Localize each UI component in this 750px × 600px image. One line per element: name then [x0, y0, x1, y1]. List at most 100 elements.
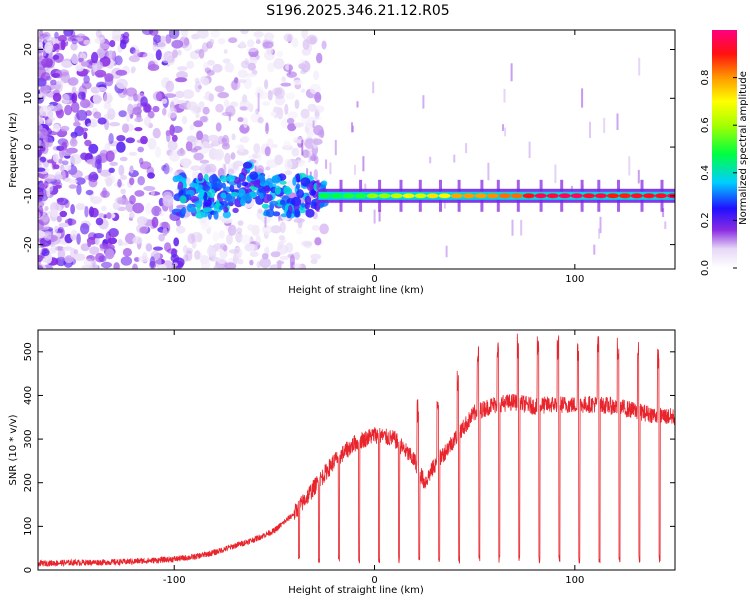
noise-blob: [47, 159, 55, 164]
band-blob: [208, 188, 216, 199]
carrier-segment: [342, 193, 355, 199]
noise-blob: [71, 53, 79, 65]
band-blob: [283, 186, 291, 195]
noise-blob: [58, 158, 63, 164]
noise-blob: [284, 159, 293, 171]
noise-blob: [73, 121, 81, 127]
noise-blob: [206, 245, 216, 257]
carrier-segment: [402, 193, 415, 199]
noise-blob: [129, 212, 135, 219]
noise-blob: [61, 170, 66, 181]
band-blob: [301, 202, 306, 208]
noise-blob: [38, 190, 43, 199]
noise-blob: [176, 71, 188, 80]
periodic-spike: [316, 179, 320, 212]
noise-blob: [240, 30, 249, 35]
band-blob: [181, 206, 187, 215]
noise-blob: [52, 181, 63, 188]
noise-blob: [286, 117, 295, 125]
noise-blob: [70, 43, 78, 51]
noise-blob: [95, 252, 105, 263]
colorbar-gradient: [712, 30, 737, 268]
noise-blob: [141, 30, 154, 36]
figure-title: S196.2025.346.21.12.R05: [266, 3, 449, 19]
noise-blob: [206, 227, 211, 235]
band-blob: [239, 174, 244, 180]
noise-blob: [257, 150, 262, 163]
streak-mark: [616, 113, 619, 130]
y-tick-label: 20: [23, 43, 34, 56]
streak-mark: [364, 183, 367, 191]
noise-blob: [262, 224, 272, 235]
noise-blob: [94, 236, 100, 246]
noise-blob: [315, 105, 325, 113]
noise-blob: [153, 246, 163, 251]
noise-blob: [194, 81, 202, 93]
carrier-segment: [534, 193, 547, 199]
noise-blob: [38, 42, 44, 48]
noise-blob: [73, 249, 79, 255]
noise-blob: [221, 111, 233, 117]
noise-blob: [115, 69, 128, 76]
carrier-segment: [594, 193, 607, 199]
streak-mark: [266, 122, 268, 131]
noise-blob: [139, 157, 144, 165]
band-blob: [189, 182, 199, 188]
noise-blob: [39, 147, 46, 152]
noise-blob: [44, 174, 56, 182]
noise-blob: [80, 223, 90, 235]
noise-blob: [274, 94, 286, 106]
noise-blob: [98, 43, 110, 50]
band-blob: [222, 210, 231, 219]
noise-blob: [313, 169, 318, 181]
y-tick-label: -10: [23, 188, 34, 204]
noise-blob: [67, 218, 73, 226]
streak-mark: [356, 101, 359, 108]
noise-blob: [230, 79, 241, 91]
noise-blob: [193, 146, 202, 151]
noise-blob: [279, 221, 286, 234]
noise-blob: [190, 231, 203, 243]
noise-blob: [122, 123, 129, 133]
noise-blob: [83, 258, 94, 267]
noise-blob: [190, 165, 201, 172]
streak-mark: [593, 244, 596, 255]
noise-blob: [147, 172, 155, 179]
noise-blob: [57, 34, 67, 43]
carrier-segment: [570, 193, 583, 199]
carrier-segment: [606, 193, 619, 199]
noise-blob: [274, 87, 285, 100]
noise-blob: [140, 135, 148, 145]
band-blob: [179, 195, 187, 204]
noise-blob: [52, 92, 62, 103]
noise-blob: [88, 143, 99, 154]
noise-blob: [172, 170, 178, 177]
noise-blob: [305, 122, 311, 128]
noise-blob: [38, 264, 43, 269]
noise-blob: [287, 111, 298, 119]
noise-blob: [96, 86, 107, 92]
noise-blob: [116, 135, 126, 142]
noise-blob: [101, 261, 112, 269]
noise-blob: [174, 90, 185, 99]
x-tick-label: -100: [163, 274, 186, 285]
noise-blob: [250, 112, 262, 123]
noise-blob: [186, 135, 197, 143]
noise-blob: [90, 207, 99, 218]
carrier-segment: [354, 193, 367, 199]
noise-blob: [75, 65, 84, 72]
snr-panel: -100 0 100 0 100 200 300 400 500 Height of stra…: [8, 329, 676, 596]
noise-blob: [241, 136, 250, 143]
noise-blob: [243, 77, 252, 90]
noise-blob: [154, 146, 162, 159]
noise-blob: [151, 216, 159, 228]
noise-blob: [228, 37, 238, 44]
noise-blob: [294, 99, 300, 109]
noise-blob: [60, 125, 70, 132]
noise-blob: [257, 208, 263, 214]
noise-blob: [57, 248, 66, 260]
noise-blob: [307, 103, 317, 112]
noise-blob: [122, 247, 132, 257]
noise-blob: [106, 212, 112, 220]
noise-blob: [242, 94, 248, 103]
